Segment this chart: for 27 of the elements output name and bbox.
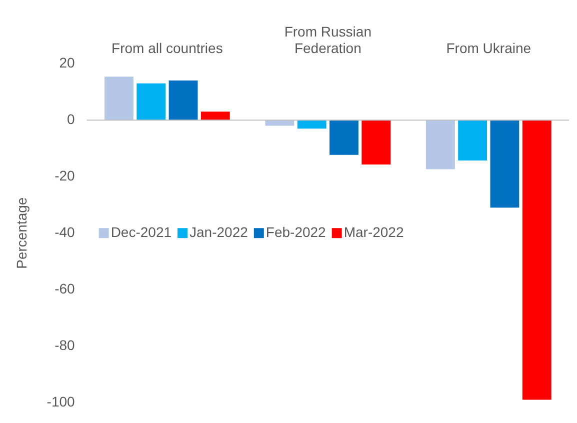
y-tick-label: -20: [54, 167, 76, 184]
legend-label: Feb-2022: [266, 224, 326, 240]
y-tick-label: -40: [54, 224, 76, 240]
y-tick-label: 0: [67, 110, 76, 127]
x-tick-label: From Russian Federation: [284, 23, 372, 56]
bar: [458, 120, 488, 160]
legend-label: Dec-2021: [110, 224, 172, 240]
bar: [330, 120, 358, 155]
x-tick-label: From all countries: [112, 40, 223, 56]
x-tick-label: From Ukraine: [446, 40, 532, 56]
y-tick-label: -60: [54, 280, 76, 296]
bar: [168, 80, 198, 120]
bar: [297, 120, 326, 129]
bar: [200, 112, 230, 120]
y-tick-label: -100: [46, 393, 76, 410]
bar: [426, 120, 455, 170]
bar: [104, 76, 134, 120]
y-tick-label: -80: [54, 336, 76, 353]
bar: [522, 120, 552, 400]
bar: [362, 120, 391, 164]
y-tick-label: 20: [59, 54, 76, 70]
y-axis-title: Percentage: [13, 197, 30, 269]
legend-label: Jan-2022: [190, 224, 248, 240]
bar: [265, 120, 294, 126]
bar: [490, 120, 520, 208]
bar: [136, 83, 166, 120]
legend-label: Mar-2022: [344, 224, 404, 240]
